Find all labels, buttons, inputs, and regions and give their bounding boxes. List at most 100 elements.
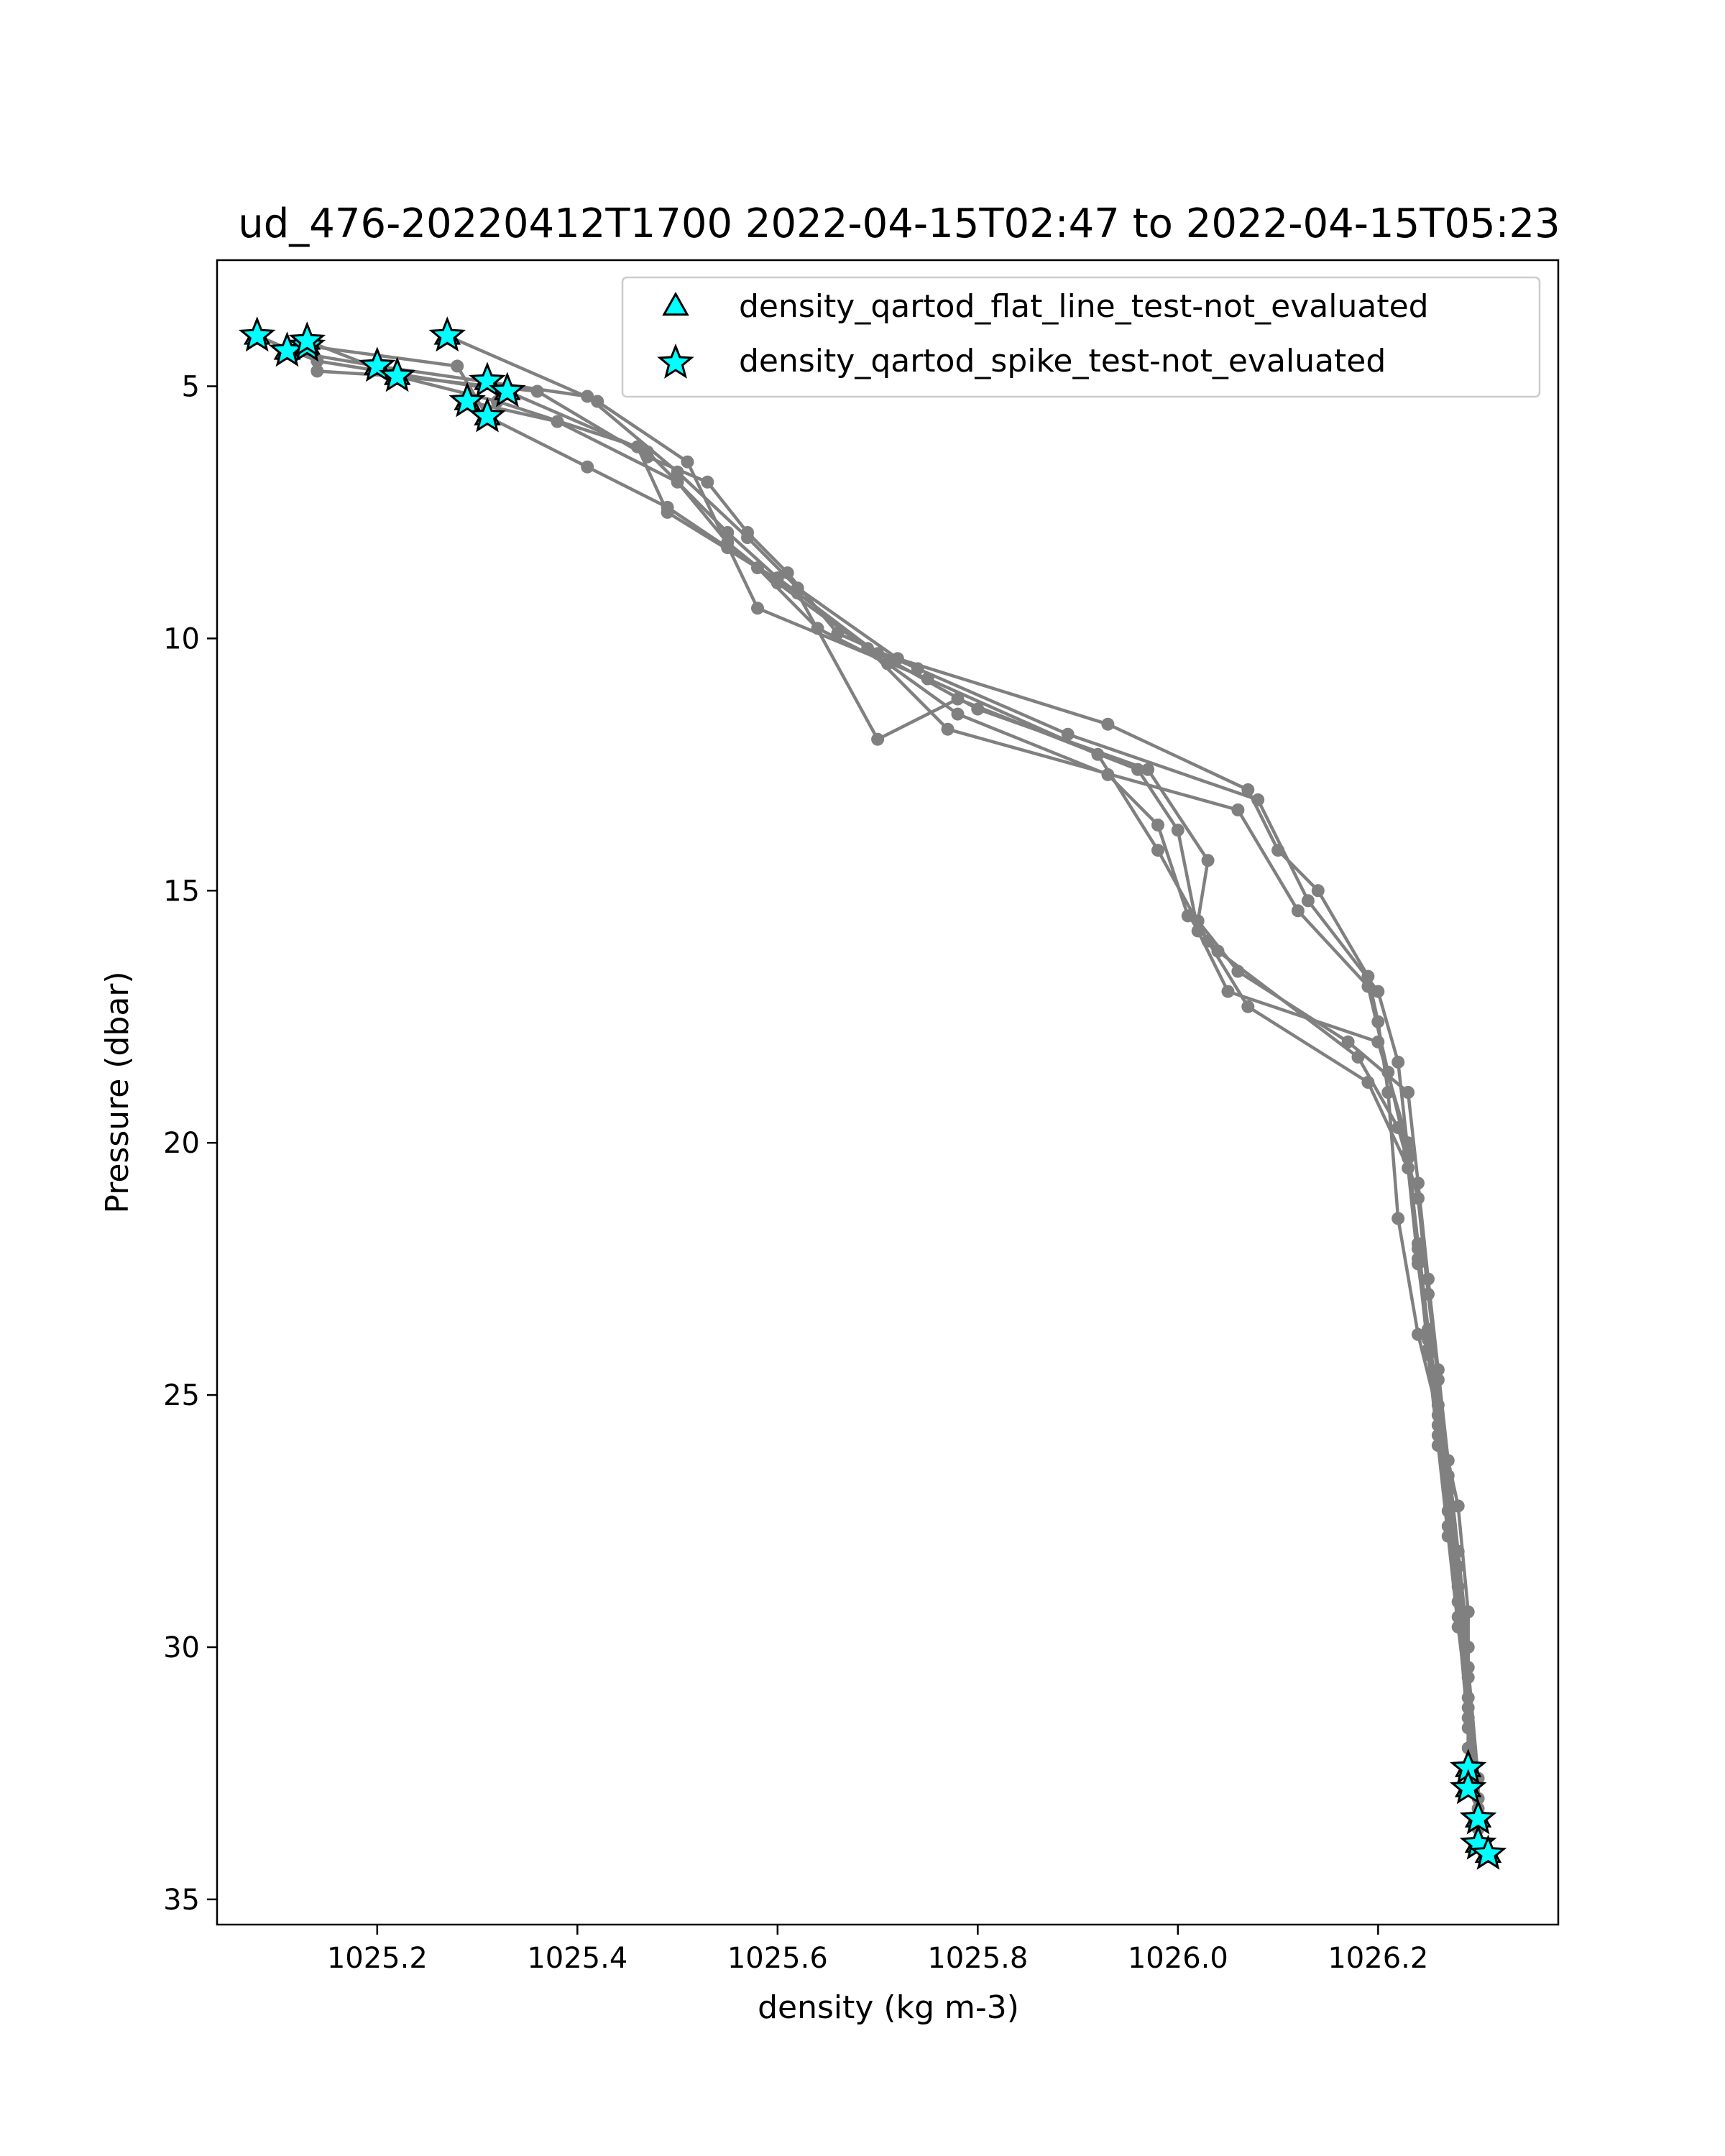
profile-point: [1151, 844, 1164, 857]
profile-point: [941, 722, 954, 736]
axes-frame: [216, 259, 1560, 1926]
profile-point: [1461, 1605, 1475, 1618]
profile-point: [671, 475, 684, 489]
profile-point: [530, 384, 544, 398]
profile-point: [1412, 1327, 1425, 1341]
profile-point: [861, 642, 875, 655]
profile-line: [446, 334, 1470, 1770]
x-axis-label: density (kg m-3): [758, 1989, 1019, 2026]
profile-point: [551, 415, 564, 428]
profile-point: [1451, 1499, 1465, 1513]
profile-point: [1301, 894, 1315, 908]
profile-point: [1291, 904, 1305, 918]
profile-point: [1441, 1504, 1455, 1518]
legend-box: [621, 276, 1541, 398]
spike-marker: [378, 356, 416, 392]
profile-point: [1431, 1419, 1445, 1432]
profile-point: [1381, 1065, 1395, 1079]
spike-marker: [489, 372, 526, 407]
profile-point: [1061, 727, 1075, 741]
profile-point: [701, 475, 714, 489]
profile-point: [451, 359, 464, 373]
profile-point: [1392, 1055, 1405, 1069]
y-tick-label: 10: [163, 622, 200, 655]
profile-point: [1201, 854, 1215, 867]
profile-point: [310, 364, 324, 378]
profile-point: [1402, 1151, 1415, 1165]
profile-point: [1402, 1086, 1415, 1099]
spike-marker: [469, 397, 506, 433]
profile-point: [781, 566, 794, 580]
legend-star-shape: [657, 343, 694, 379]
profile-point: [1241, 1000, 1255, 1013]
profile-point: [1371, 985, 1385, 998]
x-tick-label: 1026.0: [1128, 1942, 1228, 1975]
profile-point: [770, 576, 784, 590]
spike-marker: [469, 361, 506, 397]
spike-marker: [238, 316, 276, 352]
y-axis: 5 10 15 20 25 30 35: [163, 370, 217, 1917]
chart-title: ud_476-20220412T1700 2022-04-15T02:47 to…: [238, 201, 1560, 247]
qc-markers: [238, 316, 1507, 1870]
profile-point: [591, 395, 604, 408]
x-tick-label: 1025.4: [527, 1942, 627, 1975]
legend-triangle-shape: [662, 291, 689, 316]
profile-point: [1361, 980, 1375, 993]
y-tick-label: 25: [163, 1379, 200, 1412]
spike-marker: [288, 321, 326, 357]
legend: density_qartod_flat_line_test-not_evalua…: [621, 276, 1541, 398]
profile-point: [1091, 747, 1105, 761]
profile-point: [1431, 1399, 1445, 1412]
y-tick-label: 5: [182, 370, 200, 403]
profile-point: [1151, 819, 1164, 831]
profile-point: [751, 602, 764, 615]
x-tick-label: 1026.2: [1328, 1942, 1428, 1975]
profile-point: [921, 672, 934, 686]
profile-point: [1392, 1212, 1405, 1225]
profile-point: [1231, 803, 1245, 816]
profile-point: [581, 460, 594, 474]
y-tick-label: 30: [163, 1631, 200, 1664]
profile-point: [1171, 824, 1184, 837]
y-tick-label: 35: [163, 1884, 200, 1917]
profile-point: [871, 732, 885, 746]
profile-point: [721, 536, 735, 549]
x-tick-label: 1025.8: [927, 1942, 1028, 1975]
profile-point: [1422, 1322, 1435, 1336]
profile-point: [741, 526, 754, 539]
profile-point: [1451, 1580, 1465, 1593]
profile-point: [661, 500, 674, 514]
spike-marker: [1449, 1769, 1487, 1805]
profile-point: [951, 692, 965, 706]
profile-point: [630, 440, 644, 453]
legend-label-flat-line: density_qartod_flat_line_test-not_evalua…: [739, 288, 1429, 325]
y-tick-label: 20: [163, 1127, 200, 1160]
profile-point: [1461, 1671, 1475, 1685]
profile-point: [681, 455, 694, 469]
profile-point: [1351, 1050, 1365, 1064]
spike-marker: [448, 382, 486, 418]
profile-point: [1412, 1257, 1425, 1271]
y-tick-label: 15: [163, 875, 200, 908]
profile-point: [1441, 1484, 1455, 1498]
profile-point: [1141, 763, 1155, 776]
profile-point: [1131, 763, 1145, 776]
profile-point: [1412, 1192, 1425, 1205]
y-axis-label: Pressure (dbar): [99, 971, 136, 1213]
spike-marker: [1469, 1834, 1507, 1870]
spike-marker: [428, 316, 466, 352]
profile-point: [1101, 717, 1115, 731]
legend-label-spike: density_qartod_spike_test-not_evaluated: [739, 343, 1386, 379]
x-tick-label: 1025.6: [727, 1942, 828, 1975]
profile-point: [1221, 985, 1235, 998]
profile-point: [1311, 884, 1325, 898]
legend-triangle-marker: [662, 291, 689, 316]
profile-point: [1201, 934, 1215, 948]
profile-point: [1412, 1237, 1425, 1250]
profile-point: [1361, 1076, 1375, 1089]
profile-point: [951, 707, 965, 721]
profile-point: [1241, 783, 1255, 796]
legend-star-marker: [657, 343, 694, 379]
profile-point: [1251, 793, 1265, 806]
